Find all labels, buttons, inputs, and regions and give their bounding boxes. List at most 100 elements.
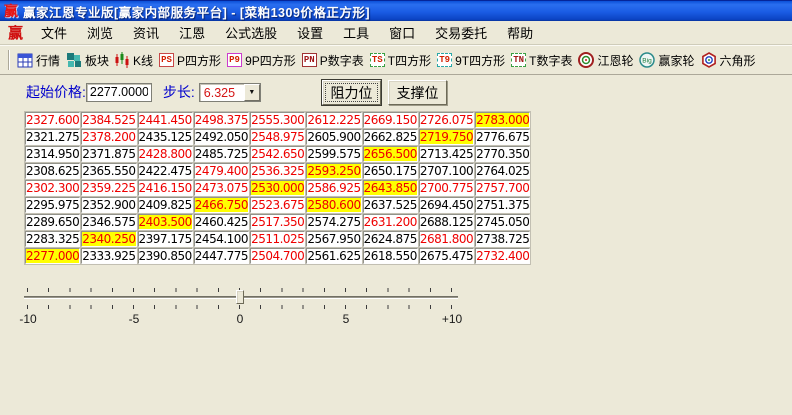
price-cell[interactable]: 2390.850 — [137, 248, 193, 264]
price-cell[interactable]: 2618.550 — [362, 248, 418, 264]
price-cell[interactable]: 2732.400 — [475, 248, 531, 264]
toolbar-button-9p-square[interactable]: P9 9P四方形 — [224, 48, 299, 72]
menu-item-gann[interactable]: 江恩 — [179, 26, 206, 41]
toolbar-button-quotes[interactable]: 行情 — [14, 48, 63, 72]
step-combobox[interactable]: 6.325 ▼ — [198, 82, 261, 102]
price-cell[interactable]: 2333.925 — [81, 248, 137, 264]
price-cell[interactable]: 2416.150 — [137, 180, 193, 196]
price-cell[interactable]: 2441.450 — [137, 112, 193, 128]
price-cell[interactable]: 2751.375 — [475, 197, 531, 213]
price-cell[interactable]: 2688.125 — [418, 214, 475, 230]
price-cell[interactable]: 2599.575 — [306, 146, 362, 162]
price-cell[interactable]: 2295.975 — [25, 197, 81, 213]
price-cell[interactable]: 2428.800 — [137, 146, 193, 162]
start-price-input[interactable] — [85, 82, 152, 102]
toolbar-button-t-square[interactable]: TS T四方形 — [367, 48, 434, 72]
price-cell[interactable]: 2517.350 — [250, 214, 306, 230]
price-cell[interactable]: 2523.675 — [250, 197, 306, 213]
price-cell[interactable]: 2738.725 — [475, 231, 531, 247]
price-cell[interactable]: 2321.275 — [25, 129, 81, 145]
price-cell[interactable]: 2283.325 — [25, 231, 81, 247]
price-cell[interactable]: 2378.200 — [81, 129, 137, 145]
toolbar-button-kline[interactable]: K线 — [112, 48, 156, 72]
price-cell[interactable]: 2580.600 — [306, 197, 362, 213]
price-cell[interactable]: 2504.700 — [250, 248, 306, 264]
menu-item-file[interactable]: 文件 — [41, 26, 68, 41]
support-button[interactable]: 支撑位 — [388, 80, 447, 105]
price-cell[interactable]: 2384.525 — [81, 112, 137, 128]
price-cell[interactable]: 2397.175 — [137, 231, 193, 247]
price-cell[interactable]: 2700.775 — [418, 180, 475, 196]
menu-item-window[interactable]: 窗口 — [389, 26, 416, 41]
price-cell[interactable]: 2289.650 — [25, 214, 81, 230]
combo-dropdown-button[interactable]: ▼ — [243, 83, 260, 101]
toolbar-button-blocks[interactable]: 板块 — [63, 48, 112, 72]
menu-item-formula[interactable]: 公式选股 — [225, 26, 278, 41]
price-cell[interactable]: 2719.750 — [418, 129, 475, 145]
price-cell[interactable]: 2783.000 — [475, 112, 531, 128]
toolbar-button-hexagon[interactable]: 六角形 — [698, 48, 759, 72]
price-cell[interactable]: 2612.225 — [306, 112, 362, 128]
menu-item-settings[interactable]: 设置 — [297, 26, 324, 41]
price-cell[interactable]: 2669.150 — [362, 112, 418, 128]
price-cell[interactable]: 2447.775 — [193, 248, 250, 264]
resistance-button[interactable]: 阻力位 — [322, 80, 381, 105]
price-cell[interactable]: 2586.925 — [306, 180, 362, 196]
price-cell[interactable]: 2650.175 — [362, 163, 418, 179]
price-cell[interactable]: 2479.400 — [193, 163, 250, 179]
price-cell[interactable]: 2327.600 — [25, 112, 81, 128]
price-cell[interactable]: 2314.950 — [25, 146, 81, 162]
price-cell[interactable]: 2302.300 — [25, 180, 81, 196]
price-cell[interactable]: 2409.825 — [137, 197, 193, 213]
price-cell[interactable]: 2473.075 — [193, 180, 250, 196]
price-cell[interactable]: 2681.800 — [418, 231, 475, 247]
price-cell[interactable]: 2713.425 — [418, 146, 475, 162]
price-cell[interactable]: 2359.225 — [81, 180, 137, 196]
price-cell[interactable]: 2422.475 — [137, 163, 193, 179]
price-cell[interactable]: 2624.875 — [362, 231, 418, 247]
price-cell[interactable]: 2643.850 — [362, 180, 418, 196]
price-cell[interactable]: 2662.825 — [362, 129, 418, 145]
price-cell[interactable]: 2776.675 — [475, 129, 531, 145]
toolbar-button-gann-wheel[interactable]: 江恩轮 — [575, 48, 636, 72]
price-cell[interactable]: 2511.025 — [250, 231, 306, 247]
menu-item-browse[interactable]: 浏览 — [87, 26, 114, 41]
price-cell[interactable]: 2631.200 — [362, 214, 418, 230]
menu-item-news[interactable]: 资讯 — [133, 26, 160, 41]
price-cell[interactable]: 2460.425 — [193, 214, 250, 230]
price-cell[interactable]: 2757.700 — [475, 180, 531, 196]
price-cell[interactable]: 2561.625 — [306, 248, 362, 264]
slider-thumb[interactable] — [236, 290, 244, 304]
price-cell[interactable]: 2308.625 — [25, 163, 81, 179]
price-cell[interactable]: 2403.500 — [137, 214, 193, 230]
price-cell[interactable]: 2340.250 — [81, 231, 137, 247]
price-cell[interactable]: 2466.750 — [193, 197, 250, 213]
price-cell[interactable]: 2675.475 — [418, 248, 475, 264]
price-cell[interactable]: 2707.100 — [418, 163, 475, 179]
price-cell[interactable]: 2365.550 — [81, 163, 137, 179]
price-cell[interactable]: 2694.450 — [418, 197, 475, 213]
price-cell[interactable]: 2548.975 — [250, 129, 306, 145]
price-cell[interactable]: 2530.000 — [250, 180, 306, 196]
toolbar-button-t-table[interactable]: TN T数字表 — [508, 48, 575, 72]
toolbar-button-p-table[interactable]: PN P数字表 — [299, 48, 367, 72]
price-cell[interactable]: 2536.325 — [250, 163, 306, 179]
price-cell[interactable]: 2435.125 — [137, 129, 193, 145]
price-cell[interactable]: 2637.525 — [362, 197, 418, 213]
price-cell[interactable]: 2346.575 — [81, 214, 137, 230]
toolbar-button-p-square[interactable]: PS P四方形 — [156, 48, 224, 72]
price-cell[interactable]: 2555.300 — [250, 112, 306, 128]
price-cell[interactable]: 2574.275 — [306, 214, 362, 230]
price-cell[interactable]: 2770.350 — [475, 146, 531, 162]
menu-item-tools[interactable]: 工具 — [343, 26, 370, 41]
price-cell[interactable]: 2371.875 — [81, 146, 137, 162]
toolbar-button-9t-square[interactable]: T9 9T四方形 — [434, 48, 508, 72]
price-cell[interactable]: 2656.500 — [362, 146, 418, 162]
price-cell[interactable]: 2593.250 — [306, 163, 362, 179]
price-cell[interactable]: 2764.025 — [475, 163, 531, 179]
price-cell[interactable]: 2726.075 — [418, 112, 475, 128]
price-cell[interactable]: 2492.050 — [193, 129, 250, 145]
price-cell[interactable]: 2485.725 — [193, 146, 250, 162]
toolbar-button-winner-wheel[interactable]: Big 赢家轮 — [636, 48, 697, 72]
price-cell[interactable]: 2605.900 — [306, 129, 362, 145]
